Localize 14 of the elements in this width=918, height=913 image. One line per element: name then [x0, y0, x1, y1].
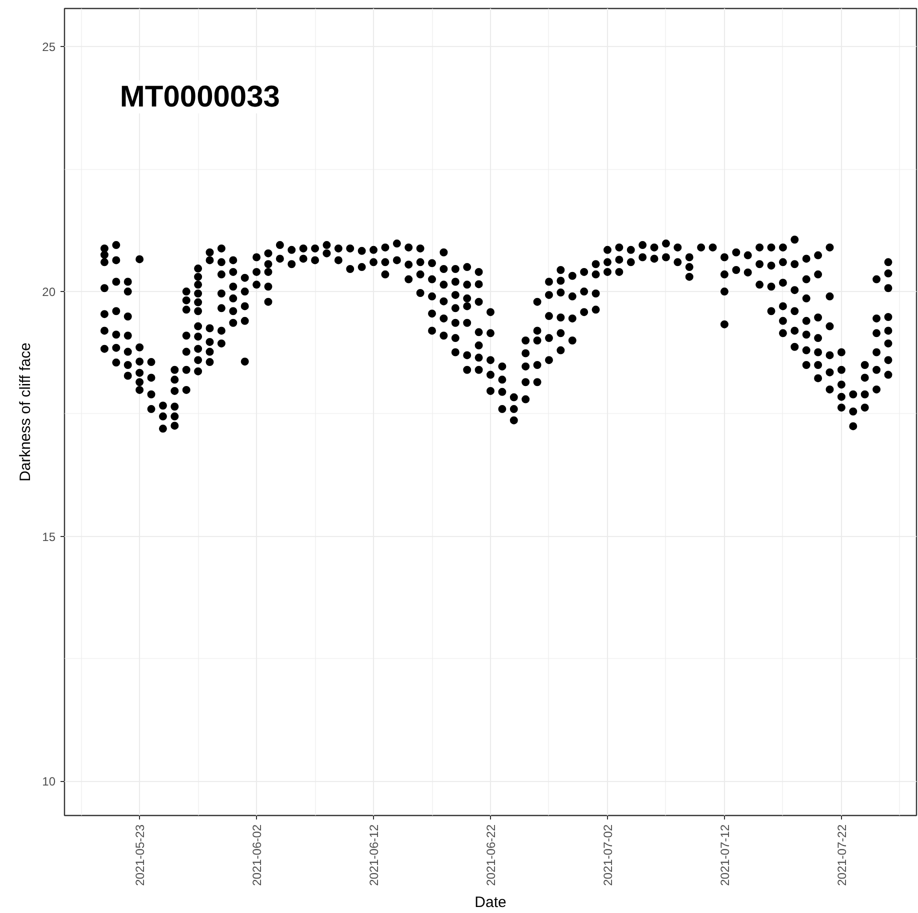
x-tick-label: 2021-07-12 — [718, 824, 732, 886]
x-tick-label: 2021-06-02 — [250, 824, 264, 886]
x-tick-label: 2021-07-22 — [834, 824, 849, 886]
x-tick-label: 2021-06-22 — [484, 824, 498, 886]
x-tick-label: 2021-05-23 — [133, 824, 148, 886]
x-tick-label: 2021-07-02 — [600, 824, 615, 886]
y-tick-label: 10 — [42, 774, 56, 789]
text: MT0000033 — [120, 80, 280, 114]
y-tick-label: 25 — [42, 40, 56, 54]
y-tick-label: 20 — [42, 285, 56, 300]
x-tick-label: 2021-06-12 — [367, 824, 382, 886]
y-axis-title: Darkness of cliff face — [17, 342, 34, 482]
x-axis-title: Date — [474, 894, 506, 911]
y-tick-label: 15 — [42, 530, 56, 544]
